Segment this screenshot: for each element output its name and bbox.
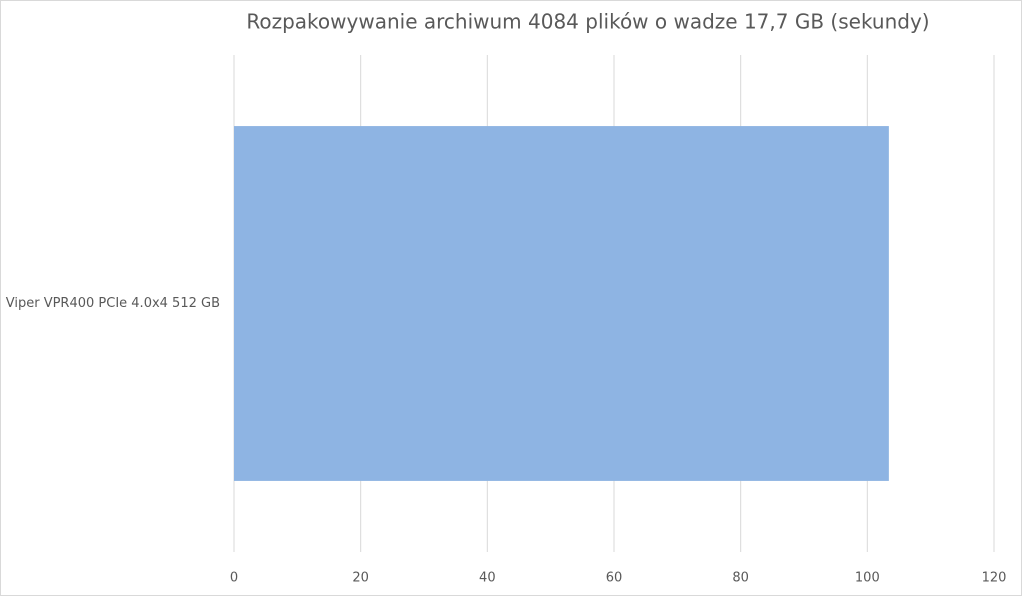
x-tick-label: 40: [479, 571, 496, 586]
x-tick-label: 120: [982, 571, 1007, 586]
x-tick-label: 0: [230, 571, 238, 586]
y-tick-label: Viper VPR400 PCIe 4.0x4 512 GB: [6, 296, 220, 311]
x-tick-label: 20: [352, 571, 369, 586]
chart-title: Rozpakowywanie archiwum 4084 plików o wa…: [246, 10, 929, 34]
x-tick-label: 60: [606, 571, 623, 586]
x-tick-label: 100: [855, 571, 880, 586]
bar: [234, 126, 889, 481]
x-tick-label: 80: [732, 571, 749, 586]
